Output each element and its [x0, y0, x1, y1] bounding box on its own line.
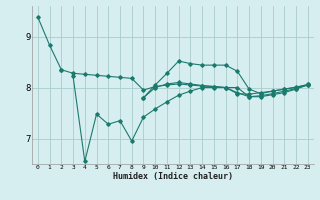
X-axis label: Humidex (Indice chaleur): Humidex (Indice chaleur)	[113, 172, 233, 181]
